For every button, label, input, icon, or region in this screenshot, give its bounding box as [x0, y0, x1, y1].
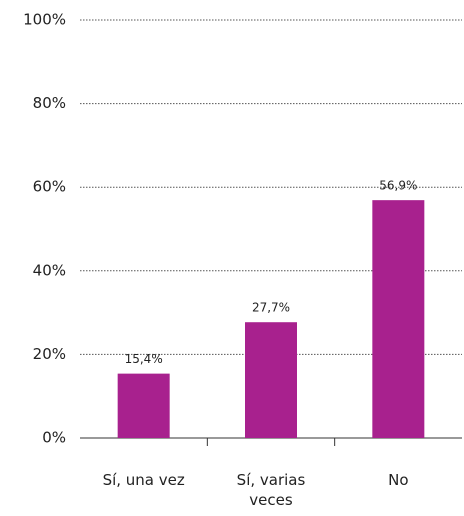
y-tick-label: 80% [33, 94, 66, 112]
value-label: 56,9% [379, 179, 417, 193]
bar [117, 373, 170, 438]
y-tick-label: 20% [33, 345, 66, 363]
y-tick-label: 60% [33, 178, 66, 196]
bar [372, 200, 425, 438]
x-tick-label: Sí, una vez [102, 471, 185, 489]
value-label: 27,7% [252, 301, 290, 315]
y-tick-label: 40% [33, 261, 66, 279]
bar [245, 322, 297, 438]
y-tick-label: 0% [42, 429, 66, 447]
y-tick-label: 100% [23, 11, 66, 29]
x-tick-label: Sí, varias veces [236, 471, 306, 509]
value-label: 15,4% [125, 352, 163, 366]
x-tick-label: No [388, 471, 409, 489]
